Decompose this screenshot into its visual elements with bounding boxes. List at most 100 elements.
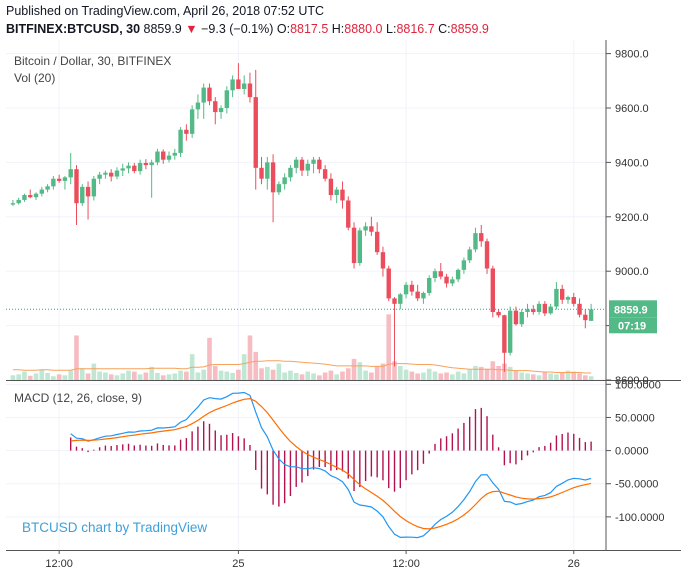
candle-body	[91, 178, 97, 197]
countdown-label: 07:19	[618, 320, 646, 332]
candle-body	[363, 226, 368, 231]
volume-bar	[415, 373, 420, 380]
candle-body	[507, 310, 513, 353]
candle	[62, 176, 68, 190]
candle-body	[455, 269, 461, 280]
volume-bar	[218, 370, 224, 380]
high-value: 8880.0	[344, 22, 383, 36]
candle	[184, 124, 189, 141]
volume-bar	[438, 373, 444, 380]
volume-bar	[195, 372, 201, 380]
candle	[317, 156, 322, 174]
candle-body	[351, 227, 357, 264]
candle	[305, 159, 310, 176]
candle-body	[276, 184, 282, 193]
candle-body	[207, 87, 212, 102]
candle	[172, 148, 177, 160]
candle-body	[519, 312, 524, 325]
candle-body	[502, 315, 507, 353]
volume-bar	[357, 362, 363, 380]
volume-bar	[27, 375, 33, 380]
volume-bar	[421, 372, 426, 380]
candle-body	[513, 310, 519, 325]
candle-body	[496, 312, 501, 316]
candle	[583, 309, 588, 329]
candle	[479, 224, 484, 247]
candle-body	[525, 309, 530, 312]
candles	[10, 63, 594, 372]
volume-bar	[328, 370, 334, 380]
candle	[380, 246, 386, 277]
candle-body	[10, 203, 16, 205]
candle-body	[282, 177, 287, 185]
candle	[507, 306, 513, 356]
candle	[282, 173, 287, 190]
candle	[328, 173, 334, 201]
volume-bar	[85, 373, 91, 380]
candle	[294, 156, 299, 174]
macd-line	[70, 391, 592, 539]
candle-body	[473, 233, 478, 250]
candle-body	[334, 189, 339, 196]
candle	[542, 301, 548, 317]
candle	[10, 199, 16, 206]
volume-bar	[212, 365, 218, 380]
close-value: 8859.9	[450, 22, 489, 36]
candle	[560, 284, 565, 304]
candle	[588, 303, 594, 322]
volume-bar	[559, 372, 565, 380]
candle	[363, 222, 368, 236]
candle	[149, 159, 154, 198]
candle-body	[230, 79, 235, 91]
main-legend: Bitcoin / Dollar, 30, BITFINEX	[14, 54, 172, 68]
volume-bar	[178, 370, 183, 380]
macd-tick-label: -50.0000	[615, 479, 658, 491]
candle	[132, 162, 137, 174]
candle-body	[403, 284, 409, 295]
candle	[189, 105, 195, 138]
volume-bar	[340, 371, 345, 380]
volume-bar	[172, 373, 178, 380]
candle	[502, 314, 507, 372]
volume-bar	[450, 374, 455, 380]
candle	[444, 273, 449, 288]
candle	[126, 162, 131, 174]
volume-legend: Vol (20)	[14, 71, 56, 85]
volume-bar	[322, 372, 328, 380]
candle-body	[195, 102, 201, 110]
volume-bar	[363, 370, 368, 380]
volume-bar	[149, 366, 154, 380]
macd-tick-label: 100.0000	[615, 379, 661, 391]
candle	[201, 83, 206, 119]
candle-body	[346, 200, 351, 228]
candle-body	[479, 233, 484, 242]
volume-bar	[270, 369, 276, 380]
candle-body	[374, 231, 380, 253]
candle	[496, 309, 501, 318]
volume-bar	[114, 375, 120, 380]
candle	[392, 297, 397, 367]
candle-body	[114, 170, 120, 177]
price-tick-label: 9600.0	[615, 103, 649, 115]
last-price: 8859.9	[143, 22, 182, 36]
candle	[288, 165, 293, 182]
volume-bar	[478, 366, 484, 380]
candle-body	[415, 291, 420, 299]
candle-body	[386, 268, 391, 299]
candle-body	[224, 90, 230, 108]
candle	[28, 189, 33, 199]
time-tick-label: 25	[232, 558, 244, 570]
volume-bar	[345, 368, 351, 380]
candle	[114, 167, 120, 180]
candle	[97, 171, 102, 185]
candle-body	[108, 172, 114, 177]
volume-bar	[386, 314, 392, 380]
volume-bar	[56, 374, 62, 380]
candle	[346, 196, 351, 231]
volume-bar	[432, 371, 438, 380]
volume-bar	[299, 374, 305, 380]
volume-bar	[79, 368, 85, 380]
candle	[276, 181, 282, 196]
symbol-line: BITFINEX:BTCUSD, 30 8859.9 ▼ −9.3 (−0.1%…	[6, 22, 489, 36]
